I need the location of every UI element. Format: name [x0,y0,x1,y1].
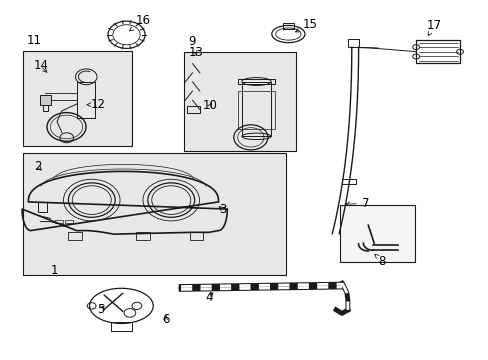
Bar [415,40,459,63]
Bar [40,95,51,105]
Text: 1: 1 [50,264,58,277]
Bar [42,105,48,111]
Text: 4: 4 [205,291,213,304]
Bar [111,321,132,330]
Text: 7: 7 [345,197,368,210]
Bar [341,179,355,184]
Bar [186,106,200,113]
Text: 10: 10 [203,99,217,112]
Bar [189,231,203,239]
Bar [68,231,81,239]
Text: 6: 6 [162,312,169,326]
Bar [136,231,149,239]
Bar [242,81,270,136]
Text: 15: 15 [295,18,317,32]
Bar [22,51,132,146]
Bar [55,220,63,223]
Text: 5: 5 [97,303,104,316]
Text: 16: 16 [129,14,150,31]
Text: 11: 11 [26,33,41,47]
Text: 13: 13 [188,46,203,59]
Text: 12: 12 [87,98,105,111]
Text: 3: 3 [219,203,226,216]
Bar [238,78,274,84]
Text: 17: 17 [426,19,440,36]
Bar [339,205,414,262]
Bar [22,153,285,275]
Text: 2: 2 [35,160,42,173]
Bar [238,91,274,129]
Bar [77,82,95,118]
Text: 9: 9 [188,35,195,49]
Bar [282,23,294,29]
Text: 8: 8 [374,254,385,267]
Text: 14: 14 [33,59,48,72]
Bar [39,202,47,212]
Bar [65,220,73,223]
Bar [347,40,358,46]
Bar [183,51,295,151]
